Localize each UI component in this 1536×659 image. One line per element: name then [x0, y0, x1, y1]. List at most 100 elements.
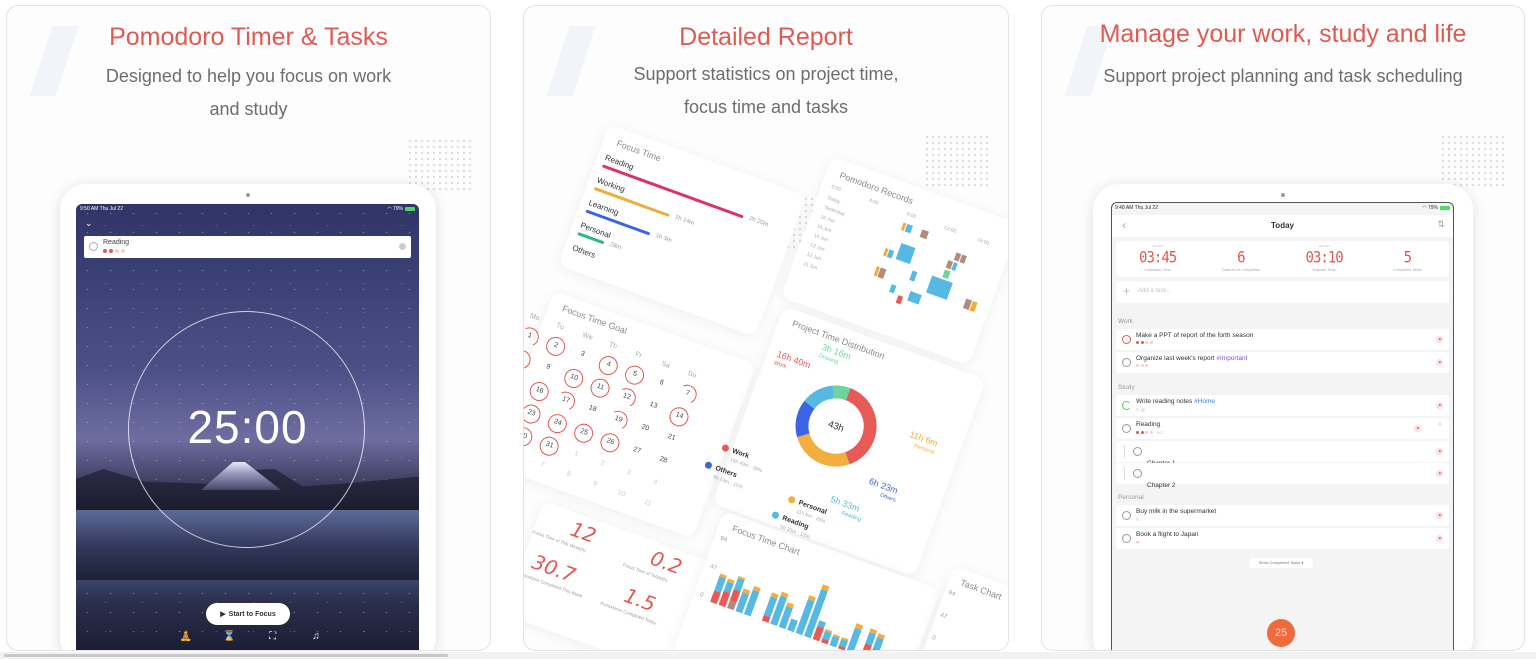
stat-elapsed-time: HR MIN 03:10 Elapsed Time — [1305, 244, 1344, 272]
tag-home[interactable]: #Home — [1194, 398, 1216, 405]
calendar-day[interactable]: 1 — [573, 449, 580, 458]
plus-icon: + — [1123, 284, 1131, 298]
calendar-day[interactable]: 8 — [565, 470, 572, 479]
calendar-day[interactable]: 27 — [632, 445, 642, 456]
stat-completed-tasks: 5 Completed Tasks — [1392, 248, 1422, 272]
calendar-day[interactable]: 21 — [666, 432, 677, 443]
clear-task-icon[interactable] — [399, 243, 406, 250]
legend-dot — [787, 495, 797, 505]
pomodoro-dot-done — [103, 249, 107, 253]
back-icon[interactable]: ‹ — [1122, 218, 1126, 232]
dot-pattern-decoration — [1440, 134, 1506, 190]
calendar-day[interactable]: 24 — [545, 411, 570, 436]
calendar-day[interactable]: 3 — [579, 350, 586, 359]
task-row[interactable]: Buy milk in the supermarket ↻ — [1116, 505, 1449, 526]
calendar-day[interactable]: 25 — [571, 421, 596, 446]
calendar-day[interactable]: 31 — [536, 434, 562, 459]
task-checkbox[interactable] — [1122, 335, 1131, 344]
play-task-icon[interactable] — [1436, 448, 1443, 455]
card-title: Manage your work, study and life — [1099, 20, 1467, 48]
calendar-day[interactable]: 7 — [675, 382, 700, 407]
tag-important[interactable]: #Important — [1216, 355, 1248, 362]
calendar-day[interactable]: 12 — [614, 385, 639, 410]
calendar-day[interactable]: 10 — [561, 366, 586, 391]
calendar-day[interactable]: 14 — [666, 404, 692, 430]
task-checkbox[interactable] — [1122, 358, 1131, 367]
current-task-bar[interactable]: Reading — [84, 236, 411, 258]
calendar-day[interactable]: 10 — [616, 489, 627, 499]
calendar-day[interactable]: 1 — [524, 324, 542, 350]
task-row[interactable]: Reading 0/2 ˄ — [1116, 418, 1449, 439]
calendar-day[interactable]: 5 — [622, 362, 647, 388]
calendar-day[interactable]: 20 — [640, 423, 651, 433]
task-row[interactable]: Write reading notes #Home ↻ ▤ — [1116, 395, 1449, 416]
task-checkbox[interactable] — [1122, 401, 1131, 410]
nav-title: Today — [1271, 221, 1294, 230]
card-subtitle-line2: and study — [209, 99, 288, 119]
calendar-day[interactable]: 26 — [597, 430, 623, 455]
start-focus-button[interactable]: ▶ Start to Focus — [206, 603, 290, 625]
calendar-day[interactable]: 3 — [625, 469, 632, 477]
calendar-day[interactable]: 4 — [652, 478, 659, 487]
white-noise-button[interactable]: ♫ White Noise — [296, 631, 336, 650]
calendar-day[interactable]: 30 — [524, 424, 535, 449]
task-checkbox[interactable] — [1133, 469, 1142, 478]
calendar-day[interactable]: 6 — [524, 449, 526, 462]
calendar-day[interactable]: 6 — [658, 378, 665, 387]
chevron-down-icon[interactable]: ⌄ — [85, 218, 93, 228]
calendar-day[interactable]: 16 — [527, 379, 552, 404]
subtask-row[interactable]: Chapter 2 — [1116, 463, 1449, 489]
calendar-day[interactable]: 2 — [599, 459, 606, 468]
task-complete-radio[interactable] — [89, 242, 98, 251]
play-task-icon[interactable] — [1436, 470, 1443, 477]
calendar-day[interactable]: 18 — [587, 404, 598, 414]
task-checkbox[interactable] — [1133, 447, 1142, 456]
record-block — [889, 284, 897, 294]
play-icon: ▶ — [220, 611, 226, 618]
sort-icon[interactable]: ⇅ — [1437, 219, 1445, 229]
play-task-icon[interactable] — [1436, 336, 1443, 343]
horizontal-scrollbar-thumb[interactable] — [4, 654, 448, 657]
calendar-day[interactable]: 11 — [642, 498, 653, 508]
task-row[interactable]: Make a PPT of report of the forth season — [1116, 329, 1449, 350]
calendar-day[interactable]: 4 — [596, 353, 621, 378]
focus-time-panel: Focus Time Reading 2h 20m Working 1h 14m… — [557, 124, 807, 337]
calendar-day[interactable]: 11 — [587, 375, 613, 401]
status-bar: 9:48 AM Thu Jul 22 ◠ 79% — [1115, 205, 1450, 211]
calendar-day[interactable]: 28 — [658, 455, 669, 465]
task-checkbox[interactable] — [1122, 424, 1131, 433]
calendar-day[interactable]: 9 — [545, 363, 552, 372]
horizontal-scrollbar-track[interactable] — [0, 652, 1536, 659]
calendar-day[interactable]: 7 — [539, 461, 546, 469]
calendar-day[interactable]: 8 — [524, 347, 534, 372]
strict-mode-button[interactable]: 🧘 Strict Mode — [166, 631, 206, 650]
legend-dot — [703, 460, 713, 470]
play-task-icon[interactable] — [1436, 512, 1443, 519]
play-task-icon[interactable] — [1436, 535, 1443, 542]
play-task-icon[interactable] — [1436, 402, 1443, 409]
play-task-icon[interactable] — [1414, 425, 1421, 432]
subtask-row[interactable]: Chapter 1 — [1116, 441, 1449, 467]
mode-toolbar: 🧘 Strict Mode ⌛ Timer Mode ⛶ Fullscreen … — [166, 631, 336, 650]
timer-mode-button[interactable]: ⌛ Timer Mode — [209, 631, 249, 650]
calendar-day[interactable]: 2 — [543, 334, 568, 359]
chevron-up-icon[interactable]: ˄ — [1437, 422, 1442, 429]
task-row[interactable]: Organize last week's report #Important — [1116, 352, 1449, 373]
calendar-day[interactable]: 19 — [605, 408, 631, 433]
status-time: 9:48 AM Thu Jul 22 — [1115, 205, 1158, 211]
add-task-input[interactable]: + Add a task... — [1116, 281, 1449, 303]
calendar-day[interactable]: 9 — [591, 480, 598, 489]
show-completed-button[interactable]: Show Completed Tasks ▾ — [1249, 558, 1313, 568]
calendar-day[interactable]: 23 — [524, 401, 544, 427]
task-row[interactable]: Book a flight to Japan ⚑ — [1116, 528, 1449, 549]
calendar-day[interactable]: 13 — [648, 400, 659, 411]
task-checkbox[interactable] — [1122, 511, 1131, 520]
task-checkbox[interactable] — [1122, 534, 1131, 543]
fullscreen-button[interactable]: ⛶ Fullscreen — [253, 631, 293, 650]
card-subtitle-line1: Support statistics on project time, — [633, 64, 899, 84]
calendar-day[interactable]: 17 — [553, 388, 578, 414]
play-task-icon[interactable] — [1436, 359, 1443, 366]
calendar-day[interactable]: 15 — [524, 369, 526, 395]
pomodoro-dot-empty — [115, 249, 119, 253]
pomodoro-fab-button[interactable]: 25 — [1267, 619, 1295, 647]
